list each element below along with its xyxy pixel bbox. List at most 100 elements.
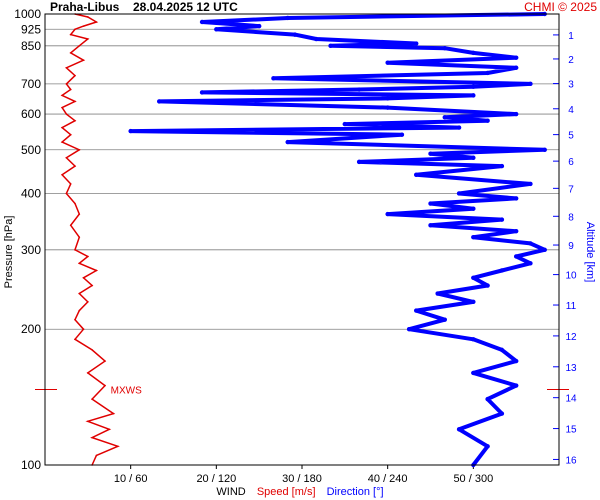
direction-point [428, 201, 433, 206]
altitude-tick-label: 7 [568, 184, 574, 195]
speed-series-line [60, 13, 120, 466]
speed-point [74, 28, 76, 31]
x-tick-label: 10 / 60 [114, 473, 148, 485]
direction-point [485, 444, 490, 449]
speed-point [61, 94, 63, 97]
direction-point [385, 105, 390, 110]
speed-point [91, 284, 93, 287]
direction-point [513, 254, 519, 259]
series-layer [60, 11, 547, 468]
station-name: Praha-Libus [50, 0, 120, 14]
speed-point [78, 309, 81, 312]
altitude-tick-label: 10 [565, 271, 577, 282]
speed-point [78, 236, 81, 238]
direction-point [442, 115, 447, 120]
direction-point [471, 370, 476, 376]
speed-point [117, 445, 119, 448]
speed-point [61, 174, 63, 176]
speed-point [104, 384, 106, 387]
direction-point [385, 60, 390, 65]
direction-point [542, 147, 547, 152]
altitude-tick-label: 15 [565, 425, 577, 436]
altitude-tick-label: 11 [566, 301, 577, 312]
speed-point [87, 372, 89, 374]
altitude-tick-label: 4 [568, 105, 574, 116]
speed-point [87, 301, 89, 303]
direction-point [485, 396, 490, 402]
speed-point [112, 412, 115, 415]
altitude-tick-label: 5 [568, 131, 574, 142]
pressure-tick-label: 700 [21, 77, 41, 91]
altitude-tick-label: 2 [568, 55, 574, 66]
speed-point [65, 156, 68, 159]
speed-point [65, 83, 68, 85]
speed-point [74, 119, 76, 122]
mxws-annotation: MXWS [111, 386, 142, 397]
speed-point [87, 38, 89, 40]
direction-point [328, 43, 333, 49]
direction-point [356, 87, 362, 92]
pressure-tick-label: 200 [21, 322, 41, 336]
direction-point [385, 211, 390, 217]
direction-point [513, 228, 519, 234]
speed-point [69, 183, 72, 185]
speed-point [78, 148, 81, 151]
speed-point [74, 165, 76, 167]
direction-point [471, 84, 476, 89]
speed-point [91, 349, 93, 351]
direction-point [414, 172, 419, 178]
speed-point [87, 16, 89, 18]
speed-point [78, 213, 81, 215]
altitude-tick-label: 13 [565, 363, 577, 374]
speed-point [78, 262, 81, 265]
speed-point [95, 454, 98, 457]
direction-point [471, 50, 476, 56]
speed-point [91, 398, 93, 400]
speed-point [65, 113, 68, 115]
direction-point [271, 76, 276, 81]
direction-point [428, 151, 433, 156]
direction-point [513, 65, 519, 70]
direction-point [442, 317, 447, 322]
direction-point [435, 291, 440, 296]
pressure-tick-label: 850 [21, 39, 41, 53]
speed-point [69, 33, 72, 36]
pressure-tick-label: 100 [21, 458, 41, 472]
direction-point [513, 196, 519, 201]
direction-point [385, 96, 390, 101]
altitude-tick-label: 14 [565, 394, 577, 405]
altitude-tick-label: 12 [565, 332, 577, 343]
direction-point [414, 308, 419, 313]
direction-point [292, 32, 298, 37]
x-tick-label: 20 / 120 [196, 473, 236, 485]
direction-point [542, 247, 547, 253]
direction-point [513, 55, 519, 60]
speed-point [78, 45, 81, 47]
direction-point [128, 128, 133, 134]
speed-point [82, 328, 85, 331]
speed-point [82, 59, 85, 61]
direction-point [528, 81, 533, 87]
direction-point [442, 45, 447, 51]
direction-point [414, 41, 419, 46]
speed-point [69, 133, 72, 136]
direction-point [285, 139, 290, 145]
direction-point [499, 163, 505, 169]
direction-point [471, 337, 476, 342]
sounding-datetime: 28.04.2025 12 UTC [133, 0, 238, 14]
direction-point [342, 121, 348, 127]
pressure-axis-title: Pressure [hPa] [3, 216, 15, 289]
direction-point [499, 347, 505, 353]
direction-point [214, 27, 219, 32]
pressure-tick-label: 500 [21, 143, 41, 157]
speed-point [82, 25, 85, 27]
altitude-tick-label: 8 [568, 212, 574, 223]
speed-point [61, 126, 63, 129]
speed-point [78, 292, 81, 295]
direction-point [285, 15, 290, 21]
speed-point [69, 88, 72, 91]
direction-point [157, 99, 162, 104]
speed-point [95, 21, 98, 23]
